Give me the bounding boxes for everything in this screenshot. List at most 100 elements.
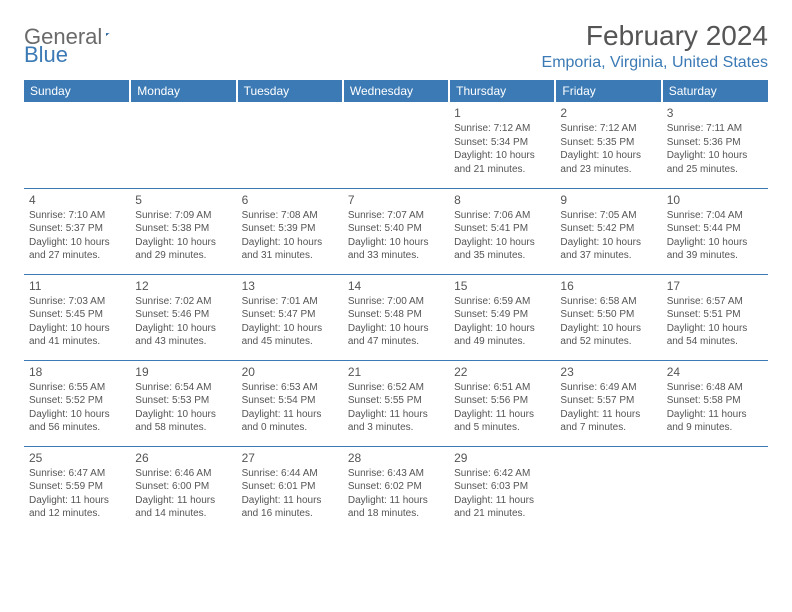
sunrise-line: Sunrise: 6:48 AM [667, 381, 763, 395]
daylight-line: Daylight: 10 hours and 56 minutes. [29, 408, 125, 435]
daylight-line: Daylight: 10 hours and 37 minutes. [560, 236, 656, 263]
calendar-cell: 26Sunrise: 6:46 AMSunset: 6:00 PMDayligh… [130, 446, 236, 528]
sunrise-line: Sunrise: 7:08 AM [242, 209, 338, 223]
sunrise-line: Sunrise: 6:42 AM [454, 467, 550, 481]
sunrise-line: Sunrise: 6:49 AM [560, 381, 656, 395]
calendar-cell: 20Sunrise: 6:53 AMSunset: 5:54 PMDayligh… [237, 360, 343, 446]
daylight-line: Daylight: 10 hours and 29 minutes. [135, 236, 231, 263]
calendar-cell: 14Sunrise: 7:00 AMSunset: 5:48 PMDayligh… [343, 274, 449, 360]
day-number: 11 [29, 278, 125, 294]
sunset-line: Sunset: 5:59 PM [29, 480, 125, 494]
sunset-line: Sunset: 6:01 PM [242, 480, 338, 494]
day-number: 9 [560, 192, 656, 208]
calendar-row: 4Sunrise: 7:10 AMSunset: 5:37 PMDaylight… [24, 188, 768, 274]
title-block: February 2024 Emporia, Virginia, United … [542, 20, 768, 72]
day-header: Thursday [449, 80, 555, 102]
sunrise-line: Sunrise: 6:51 AM [454, 381, 550, 395]
daylight-line: Daylight: 10 hours and 52 minutes. [560, 322, 656, 349]
daylight-line: Daylight: 10 hours and 21 minutes. [454, 149, 550, 176]
sunset-line: Sunset: 5:57 PM [560, 394, 656, 408]
day-number: 22 [454, 364, 550, 380]
sunrise-line: Sunrise: 6:53 AM [242, 381, 338, 395]
sunset-line: Sunset: 5:49 PM [454, 308, 550, 322]
day-number: 18 [29, 364, 125, 380]
calendar-cell: 28Sunrise: 6:43 AMSunset: 6:02 PMDayligh… [343, 446, 449, 528]
sunset-line: Sunset: 5:51 PM [667, 308, 763, 322]
day-number: 1 [454, 105, 550, 121]
daylight-line: Daylight: 11 hours and 0 minutes. [242, 408, 338, 435]
sunrise-line: Sunrise: 6:52 AM [348, 381, 444, 395]
sunset-line: Sunset: 5:44 PM [667, 222, 763, 236]
logo-text-blue: Blue [24, 42, 68, 67]
sunrise-line: Sunrise: 6:47 AM [29, 467, 125, 481]
calendar-cell: 5Sunrise: 7:09 AMSunset: 5:38 PMDaylight… [130, 188, 236, 274]
sunrise-line: Sunrise: 7:00 AM [348, 295, 444, 309]
day-number: 16 [560, 278, 656, 294]
day-number: 14 [348, 278, 444, 294]
calendar-cell: 27Sunrise: 6:44 AMSunset: 6:01 PMDayligh… [237, 446, 343, 528]
day-number: 6 [242, 192, 338, 208]
sunset-line: Sunset: 5:55 PM [348, 394, 444, 408]
sunset-line: Sunset: 6:00 PM [135, 480, 231, 494]
daylight-line: Daylight: 10 hours and 33 minutes. [348, 236, 444, 263]
day-number: 28 [348, 450, 444, 466]
calendar-cell-empty [130, 102, 236, 188]
sunset-line: Sunset: 5:34 PM [454, 136, 550, 150]
calendar-cell: 4Sunrise: 7:10 AMSunset: 5:37 PMDaylight… [24, 188, 130, 274]
sunrise-line: Sunrise: 7:03 AM [29, 295, 125, 309]
day-number: 10 [667, 192, 763, 208]
calendar-cell: 24Sunrise: 6:48 AMSunset: 5:58 PMDayligh… [662, 360, 768, 446]
sunrise-line: Sunrise: 6:46 AM [135, 467, 231, 481]
calendar-cell: 25Sunrise: 6:47 AMSunset: 5:59 PMDayligh… [24, 446, 130, 528]
daylight-line: Daylight: 10 hours and 35 minutes. [454, 236, 550, 263]
calendar-cell-empty [343, 102, 449, 188]
day-number: 20 [242, 364, 338, 380]
sunrise-line: Sunrise: 7:02 AM [135, 295, 231, 309]
day-header: Tuesday [237, 80, 343, 102]
sunrise-line: Sunrise: 6:54 AM [135, 381, 231, 395]
calendar-cell: 8Sunrise: 7:06 AMSunset: 5:41 PMDaylight… [449, 188, 555, 274]
daylight-line: Daylight: 10 hours and 54 minutes. [667, 322, 763, 349]
day-number: 8 [454, 192, 550, 208]
sunset-line: Sunset: 5:46 PM [135, 308, 231, 322]
calendar-cell: 9Sunrise: 7:05 AMSunset: 5:42 PMDaylight… [555, 188, 661, 274]
day-number: 26 [135, 450, 231, 466]
calendar-cell: 15Sunrise: 6:59 AMSunset: 5:49 PMDayligh… [449, 274, 555, 360]
sunset-line: Sunset: 5:47 PM [242, 308, 338, 322]
day-number: 27 [242, 450, 338, 466]
sunrise-line: Sunrise: 7:01 AM [242, 295, 338, 309]
calendar-cell: 2Sunrise: 7:12 AMSunset: 5:35 PMDaylight… [555, 102, 661, 188]
day-number: 15 [454, 278, 550, 294]
sunrise-line: Sunrise: 6:44 AM [242, 467, 338, 481]
day-number: 4 [29, 192, 125, 208]
sunrise-line: Sunrise: 6:59 AM [454, 295, 550, 309]
calendar-cell: 21Sunrise: 6:52 AMSunset: 5:55 PMDayligh… [343, 360, 449, 446]
sunrise-line: Sunrise: 7:11 AM [667, 122, 763, 136]
calendar-cell: 11Sunrise: 7:03 AMSunset: 5:45 PMDayligh… [24, 274, 130, 360]
day-number: 23 [560, 364, 656, 380]
sunset-line: Sunset: 5:37 PM [29, 222, 125, 236]
daylight-line: Daylight: 11 hours and 5 minutes. [454, 408, 550, 435]
daylight-line: Daylight: 11 hours and 18 minutes. [348, 494, 444, 521]
daylight-line: Daylight: 10 hours and 58 minutes. [135, 408, 231, 435]
location-text: Emporia, Virginia, United States [542, 54, 768, 72]
page-root: General February 2024 Emporia, Virginia,… [0, 0, 792, 548]
day-number: 5 [135, 192, 231, 208]
calendar-cell-empty [555, 446, 661, 528]
sunrise-line: Sunrise: 7:05 AM [560, 209, 656, 223]
calendar-cell: 23Sunrise: 6:49 AMSunset: 5:57 PMDayligh… [555, 360, 661, 446]
day-number: 17 [667, 278, 763, 294]
sunset-line: Sunset: 5:58 PM [667, 394, 763, 408]
sunset-line: Sunset: 5:38 PM [135, 222, 231, 236]
sunrise-line: Sunrise: 6:43 AM [348, 467, 444, 481]
sunset-line: Sunset: 5:41 PM [454, 222, 550, 236]
sunrise-line: Sunrise: 7:06 AM [454, 209, 550, 223]
sunset-line: Sunset: 5:48 PM [348, 308, 444, 322]
day-number: 25 [29, 450, 125, 466]
day-number: 21 [348, 364, 444, 380]
sunset-line: Sunset: 5:52 PM [29, 394, 125, 408]
sunset-line: Sunset: 5:39 PM [242, 222, 338, 236]
day-number: 7 [348, 192, 444, 208]
day-number: 19 [135, 364, 231, 380]
calendar-cell-empty [24, 102, 130, 188]
